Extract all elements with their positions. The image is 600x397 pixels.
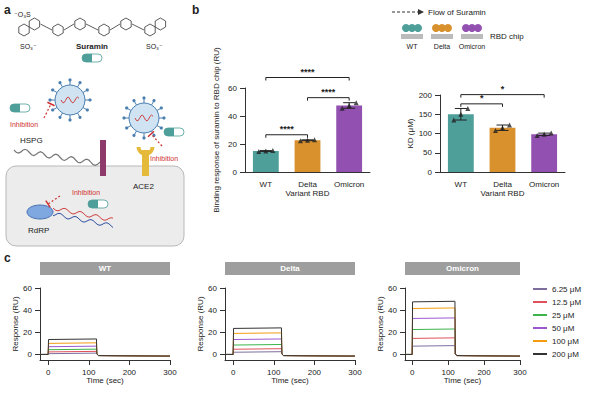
svg-text:*: * (480, 93, 484, 103)
svg-text:Response (RU): Response (RU) (11, 296, 20, 351)
svg-text:Variant RBD: Variant RBD (286, 189, 330, 198)
svg-text:25 μM: 25 μM (552, 311, 575, 320)
svg-text:WT: WT (260, 180, 273, 189)
svg-text:Inhibition: Inhibition (10, 121, 38, 128)
svg-text:20: 20 (208, 328, 217, 337)
svg-text:Time (sec): Time (sec) (444, 376, 482, 385)
svg-text:40: 40 (23, 306, 32, 315)
svg-text:WT: WT (455, 180, 468, 189)
svg-text:Delta: Delta (434, 43, 450, 50)
svg-text:100: 100 (82, 368, 96, 377)
svg-text:0: 0 (28, 350, 33, 359)
svg-text:300: 300 (163, 368, 177, 377)
svg-text:100: 100 (441, 368, 455, 377)
svg-text:0: 0 (393, 350, 398, 359)
svg-text:0: 0 (231, 368, 236, 377)
svg-text:100: 100 (419, 129, 433, 138)
svg-text:Time (sec): Time (sec) (86, 376, 124, 385)
svg-text:⁻O₃S: ⁻O₃S (14, 11, 31, 18)
svg-text:6.25 μM: 6.25 μM (552, 285, 581, 294)
svg-text:****: **** (280, 124, 295, 134)
svg-text:Delta: Delta (280, 264, 300, 273)
svg-text:c: c (4, 251, 11, 265)
svg-text:100 μM: 100 μM (552, 337, 579, 346)
svg-text:Suramin: Suramin (76, 42, 108, 51)
svg-text:150: 150 (419, 110, 433, 119)
svg-text:60: 60 (208, 284, 217, 293)
svg-text:60: 60 (23, 284, 32, 293)
svg-text:200: 200 (308, 368, 322, 377)
svg-text:40: 40 (208, 306, 217, 315)
svg-text:Variant RBD: Variant RBD (481, 189, 525, 198)
svg-text:HSPG: HSPG (20, 136, 43, 145)
svg-text:Omicron: Omicron (334, 180, 364, 189)
svg-text:RdRP: RdRP (28, 226, 49, 235)
svg-text:200: 200 (123, 368, 137, 377)
svg-text:0: 0 (213, 350, 218, 359)
svg-text:SO₃⁻: SO₃⁻ (20, 43, 37, 50)
svg-text:Time (sec): Time (sec) (271, 376, 309, 385)
svg-text:20: 20 (228, 140, 237, 149)
svg-text:20: 20 (23, 328, 32, 337)
svg-text:Inhibition: Inhibition (150, 155, 178, 162)
svg-text:200: 200 (477, 368, 491, 377)
svg-text:ACE2: ACE2 (133, 182, 154, 191)
svg-text:200 μM: 200 μM (552, 350, 579, 359)
svg-text:b: b (192, 3, 199, 17)
svg-text:50: 50 (423, 148, 432, 157)
svg-text:0: 0 (46, 368, 51, 377)
svg-text:40: 40 (228, 112, 237, 121)
svg-text:100: 100 (267, 368, 281, 377)
svg-text:300: 300 (513, 368, 527, 377)
svg-text:Omicron: Omicron (529, 180, 559, 189)
svg-text:WT: WT (407, 43, 419, 50)
svg-text:SO₃⁻: SO₃⁻ (146, 43, 163, 50)
svg-text:Omicron: Omicron (459, 43, 486, 50)
svg-text:Delta: Delta (493, 180, 512, 189)
svg-text:0: 0 (410, 368, 415, 377)
svg-text:0: 0 (233, 168, 238, 177)
svg-text:****: **** (321, 87, 336, 97)
svg-text:50 μM: 50 μM (552, 324, 575, 333)
svg-text:Binding response of suramin to: Binding response of suramin to RBD chip … (212, 47, 221, 213)
svg-text:40: 40 (388, 306, 397, 315)
svg-text:Delta: Delta (298, 180, 317, 189)
svg-text:Flow of Suramin: Flow of Suramin (428, 8, 486, 17)
svg-text:12.5 μM: 12.5 μM (552, 298, 581, 307)
svg-text:****: **** (300, 67, 315, 77)
svg-text:20: 20 (388, 328, 397, 337)
svg-text:KD (μM): KD (μM) (406, 118, 415, 148)
svg-text:RBD chip: RBD chip (490, 32, 524, 41)
svg-text:a: a (4, 3, 11, 17)
svg-text:WT: WT (99, 264, 112, 273)
svg-text:0: 0 (428, 168, 433, 177)
svg-text:60: 60 (228, 84, 237, 93)
svg-text:Response (RU): Response (RU) (376, 296, 385, 351)
svg-text:Omicron: Omicron (446, 264, 479, 273)
svg-text:300: 300 (348, 368, 362, 377)
svg-text:200: 200 (419, 91, 433, 100)
svg-text:60: 60 (388, 284, 397, 293)
svg-text:Inhibition: Inhibition (72, 189, 100, 196)
svg-text:Response (RU): Response (RU) (196, 296, 205, 351)
svg-text:*: * (501, 84, 505, 94)
